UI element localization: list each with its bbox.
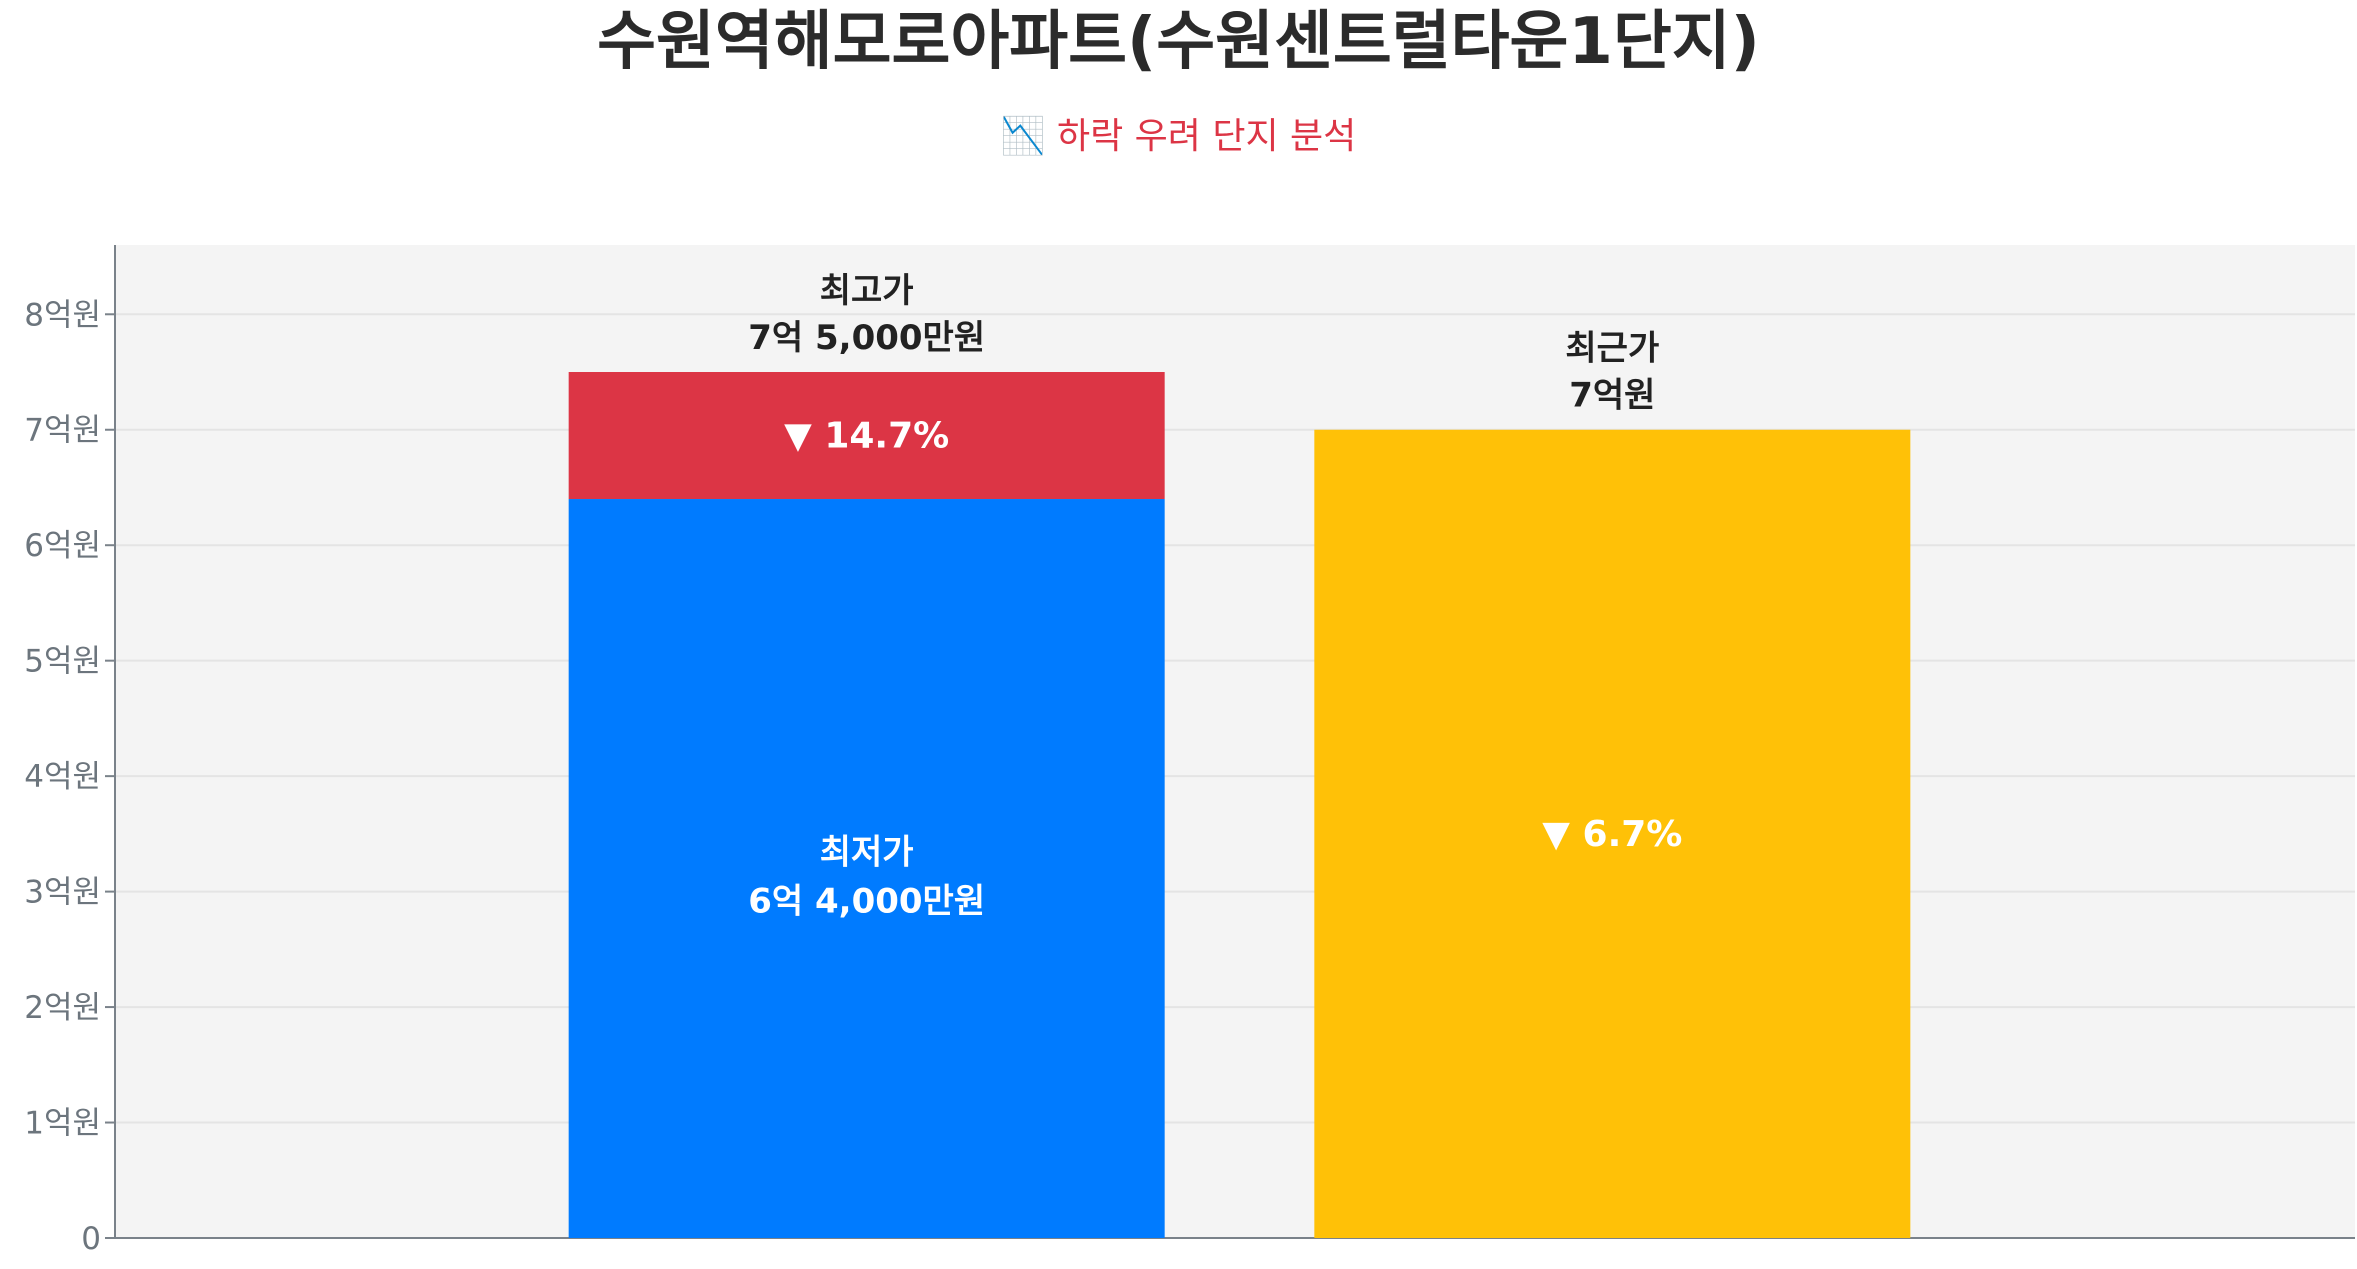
bar-top-label-value: 7억원 <box>1569 376 1655 416</box>
bar-segment-하락폭 <box>568 372 1165 500</box>
segment-label-value: 6억 4,000만원 <box>748 882 985 922</box>
y-tick-label: 4억원 <box>24 759 101 795</box>
bar-top-label-title: 최근가 <box>1565 329 1659 369</box>
chart-title: 수원역해모로아파트(수원센트럴타운1단지) <box>597 5 1760 79</box>
bar-segment-최저가 <box>568 499 1165 1238</box>
y-tick-label: 7억원 <box>24 413 101 449</box>
bar-top-label-value: 7억 5,000만원 <box>748 318 985 358</box>
y-tick-label: 6억원 <box>24 528 101 564</box>
y-tick-label: 5억원 <box>24 644 101 680</box>
y-tick-label: 8억원 <box>24 297 101 333</box>
segment-label-title: 최저가 <box>820 833 914 873</box>
bar-segment-최근가 <box>1314 429 1911 1239</box>
bar-top-label-title: 최고가 <box>820 271 914 311</box>
y-tick-label: 3억원 <box>24 875 101 911</box>
segment-label-value: ▼ 14.7% <box>784 416 949 457</box>
chart-subtitle: 📉 하락 우려 단지 분석 <box>1000 116 1357 157</box>
y-tick-label: 1억원 <box>24 1106 101 1142</box>
y-tick-label: 2억원 <box>24 990 101 1026</box>
segment-label-value: ▼ 6.7% <box>1542 814 1682 855</box>
y-tick-label: 0 <box>81 1221 101 1257</box>
plot-area <box>115 245 2355 1238</box>
